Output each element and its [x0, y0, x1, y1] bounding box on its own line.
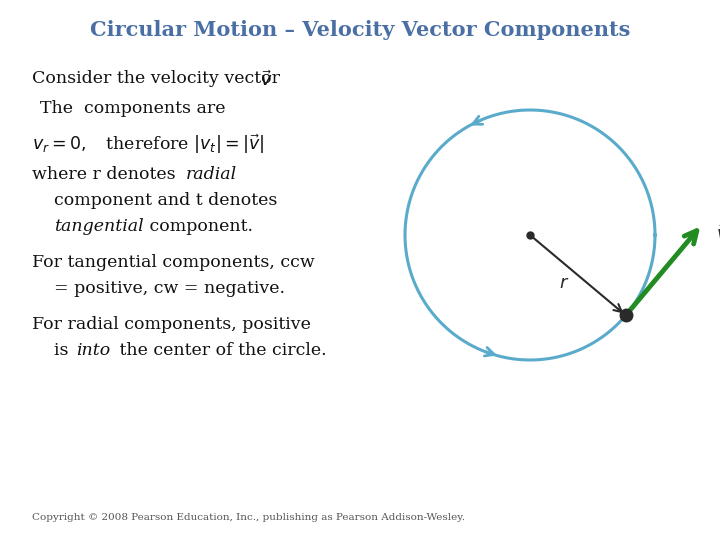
Text: The  components are: The components are	[40, 100, 225, 117]
Text: component.: component.	[144, 218, 253, 235]
Text: = positive, cw = negative.: = positive, cw = negative.	[54, 280, 285, 297]
Text: $r$: $r$	[559, 274, 569, 292]
Text: Copyright © 2008 Pearson Education, Inc., publishing as Pearson Addison-Wesley.: Copyright © 2008 Pearson Education, Inc.…	[32, 513, 465, 522]
Text: Consider the velocity vector: Consider the velocity vector	[32, 70, 291, 87]
Text: radial: radial	[186, 166, 237, 183]
Text: $\vec{v}$: $\vec{v}$	[260, 70, 272, 90]
Text: Circular Motion – Velocity Vector Components: Circular Motion – Velocity Vector Compon…	[90, 20, 630, 40]
Text: where r denotes: where r denotes	[32, 166, 181, 183]
Text: $\vec{v}$: $\vec{v}$	[716, 225, 720, 244]
Text: $v_r = 0,$   therefore $|v_t| = |\vec{v}|$: $v_r = 0,$ therefore $|v_t| = |\vec{v}|$	[32, 132, 264, 156]
Text: For radial components, positive: For radial components, positive	[32, 316, 311, 333]
Text: component and t denotes: component and t denotes	[54, 192, 277, 209]
Text: is: is	[54, 342, 74, 359]
Text: For tangential components, ccw: For tangential components, ccw	[32, 254, 315, 271]
Text: into: into	[76, 342, 110, 359]
Text: the center of the circle.: the center of the circle.	[114, 342, 327, 359]
Text: tangential: tangential	[54, 218, 143, 235]
